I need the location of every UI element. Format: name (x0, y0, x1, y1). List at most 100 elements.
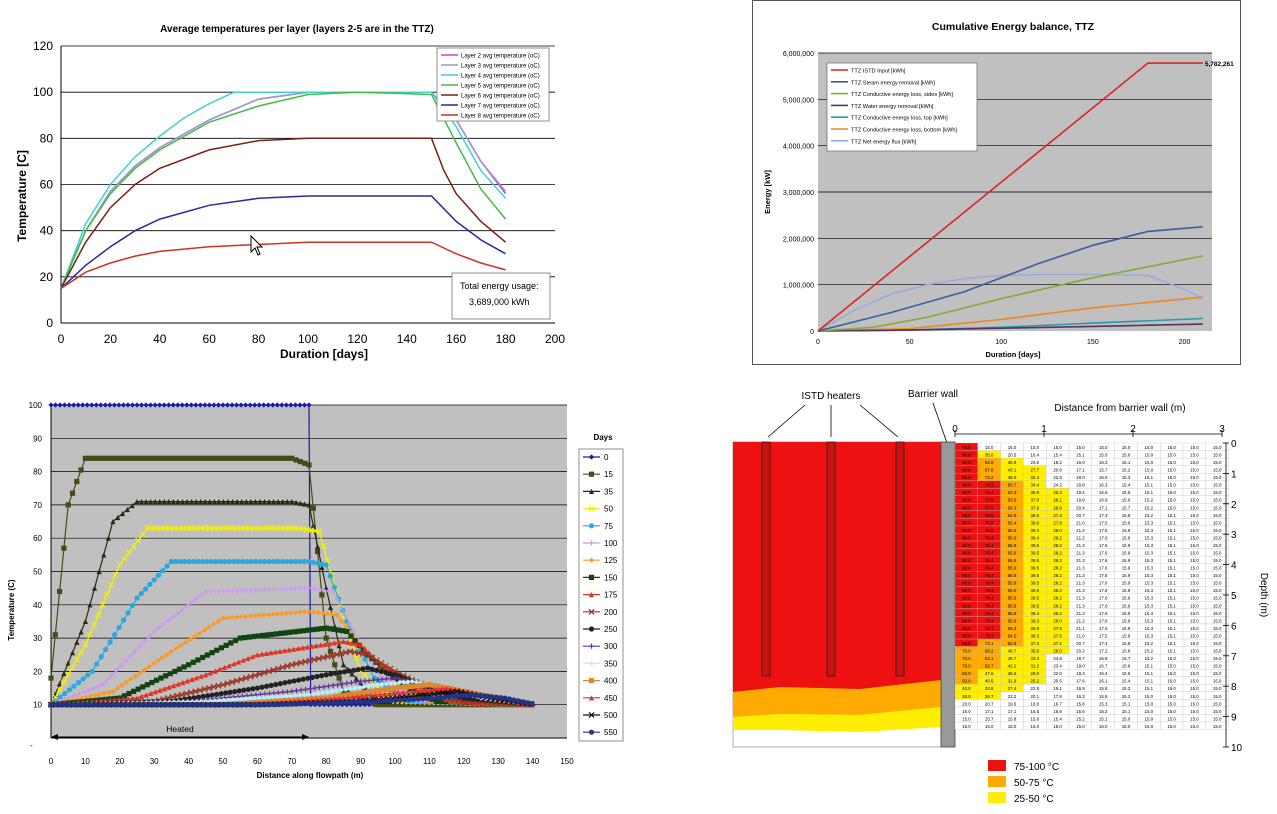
chart3-data-point (227, 702, 233, 708)
chart3-data-point (138, 693, 145, 700)
chart3-data-point (297, 402, 303, 408)
chart3-legend-label: 250 (604, 625, 618, 634)
chart3-data-point (349, 694, 356, 700)
chart3-data-point (194, 675, 200, 681)
chart3-data-point (333, 651, 340, 658)
grid-cell-value: 21.2 (1076, 535, 1085, 540)
grid-cell-value: 15.8 (1099, 686, 1108, 691)
chart3-data-point (273, 525, 280, 532)
grid-cell-value: 15.0 (1213, 543, 1222, 548)
chart3-data-point (120, 617, 127, 623)
grid-cell-value: 15.4 (1122, 679, 1131, 684)
chart3-data-point (144, 455, 150, 461)
chart2-ytick-label: 4,000,000 (783, 144, 814, 151)
chart3-data-point (57, 681, 63, 687)
chart3-data-point (301, 692, 308, 698)
grid-cell-value: 37.9 (1031, 505, 1040, 510)
chart3-data-point (57, 702, 63, 708)
chart3-data-point (60, 679, 67, 686)
distance-tick-label: 2 (1130, 424, 1136, 435)
grid-cell-value: 17.5 (1099, 520, 1108, 525)
chart3-xtick-label: 120 (457, 757, 471, 766)
chart3-data-point (351, 667, 357, 673)
grid-cell-value: 15.0 (1190, 490, 1199, 495)
grid-cell-value: 16.7 (1053, 701, 1062, 706)
grid-cell-value: 17.6 (1099, 535, 1108, 540)
chart3-data-point (132, 673, 139, 679)
grid-cell-value: 15.0 (1145, 445, 1154, 450)
grid-cell-value: 15.9 (1122, 535, 1131, 540)
chart3-xtick-label: 70 (287, 757, 296, 766)
chart3-data-point (237, 525, 244, 532)
chart3-data-point (248, 558, 254, 565)
chart3-data-point (61, 402, 68, 408)
chart3-data-point (246, 525, 253, 532)
chart3-data-point (263, 650, 270, 656)
chart3-data-point (177, 558, 183, 565)
chart1-legend-label: Layer 2 avg temperature (oC) (461, 54, 540, 60)
grid-cell-value: 15.0 (1167, 483, 1176, 488)
chart2-legend-label: TTZ Water energy removal [kWh] (851, 104, 934, 110)
chart3-data-point (369, 666, 375, 672)
chart3-data-point (292, 585, 299, 592)
chart3-data-point (337, 693, 343, 699)
chart3-data-point (261, 402, 267, 408)
chart3-data-point (166, 684, 172, 690)
chart3-data-point (143, 498, 149, 505)
chart3-data-point (219, 525, 227, 532)
chart3-data-point (315, 543, 321, 550)
chart3-data-point (104, 677, 110, 683)
chart3-legend-label: 350 (604, 659, 618, 668)
chart2-xtick-label: 50 (906, 339, 914, 346)
grid-cell-value: 35.0 (1031, 649, 1040, 654)
chart3-data-point (176, 666, 183, 672)
chart3-data-point (112, 455, 119, 461)
chart3-data-point (388, 702, 394, 708)
chart3-data-point (132, 648, 139, 654)
chart3-data-point (387, 671, 394, 677)
chart3-data-point (193, 596, 200, 602)
chart3-data-point (396, 685, 402, 691)
grid-cell-value: 16.0 (1076, 460, 1085, 465)
grid-cell-value: 76.4 (985, 535, 994, 540)
chart3-data-point (306, 657, 313, 664)
grid-cell-value: 15.9 (1122, 551, 1131, 556)
chart3-data-point (275, 558, 281, 565)
chart3-data-point (355, 690, 361, 696)
chart3-data-point (125, 610, 131, 616)
chart3-legend-label: 0 (604, 453, 609, 462)
grid-cell-value: 15.6 (1122, 498, 1131, 503)
grid-cell-value: 55.8 (1008, 535, 1017, 540)
chart3-data-point (418, 687, 424, 694)
chart3-data-point (234, 455, 241, 461)
chart3-data-point (193, 525, 200, 532)
chart3-data-point (116, 402, 122, 408)
grid-cell-value: 55.9 (1008, 596, 1017, 601)
chart3-data-point (116, 624, 122, 631)
grid-cell-value: 73.2 (985, 475, 994, 480)
chart2-ylabel: Energy [kW] (763, 170, 772, 214)
chart3-data-point (405, 689, 411, 695)
grid-cell-value: 15.0 (1008, 724, 1017, 729)
chart3-data-point (279, 610, 285, 617)
grid-cell-value: 15.9 (1122, 603, 1131, 608)
chart3-data-point (520, 699, 526, 705)
chart3-data-point (289, 701, 296, 707)
grid-cell-value: 15.0 (1122, 452, 1131, 457)
chart3-data-point (182, 702, 188, 708)
grid-cell-value: 15.0 (962, 709, 971, 714)
chart3-data-point (214, 647, 220, 653)
chart3-data-point (153, 525, 160, 532)
chart3-data-point (200, 654, 206, 661)
chart3-data-point (196, 630, 203, 636)
chart3-xtick-label: 60 (253, 757, 262, 766)
chart3-data-point (176, 455, 182, 461)
chart3-data-point (225, 455, 232, 461)
grid-cell-value: 75.3 (985, 483, 994, 488)
chart1-series-line (60, 91, 507, 289)
chart3-data-point (297, 692, 303, 698)
chart3-data-point (82, 641, 89, 648)
chart3-data-point (291, 646, 297, 652)
chart3-data-point (280, 689, 286, 695)
grid-cell-value: 15.5 (1122, 671, 1131, 676)
